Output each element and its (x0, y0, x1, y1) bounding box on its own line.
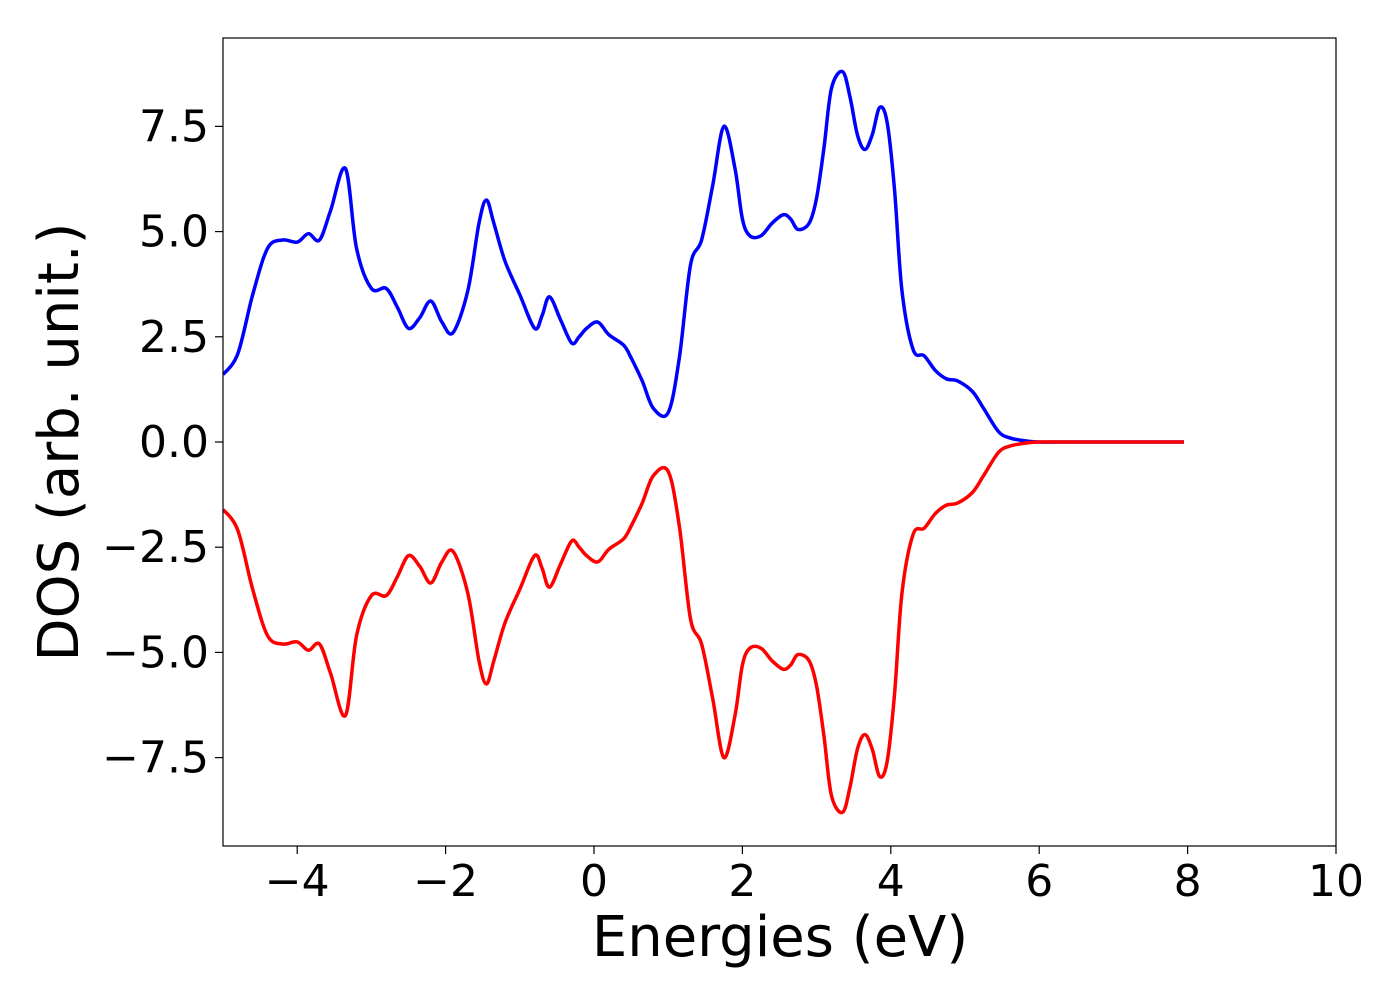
plot-area (222, 37, 1337, 847)
y-tick-label: −2.5 (102, 522, 209, 573)
y-tick-label: −7.5 (102, 733, 209, 784)
series-line-1 (223, 69, 1184, 444)
x-tick-label: −4 (265, 856, 330, 907)
x-tick-label: 8 (1174, 856, 1202, 907)
y-tick-label: −5.0 (102, 627, 209, 678)
series-line-2 (223, 440, 1184, 815)
x-tick-label: 4 (877, 856, 905, 907)
y-axis-ticks: −7.5 −5.0 −2.5 0.0 2.5 5.0 7.5 (102, 101, 223, 784)
x-tick-label: 2 (728, 856, 756, 907)
x-tick-label: 10 (1308, 856, 1364, 907)
x-tick-label: 0 (580, 856, 608, 907)
y-tick-label: 0.0 (139, 417, 209, 468)
x-axis-label: Energies (eV) (592, 905, 968, 970)
x-tick-label: −2 (413, 856, 478, 907)
y-axis-label: DOS (arb. unit.) (27, 222, 92, 661)
x-tick-label: 6 (1025, 856, 1053, 907)
y-tick-label: 5.0 (139, 207, 209, 258)
y-tick-label: 7.5 (139, 101, 209, 152)
y-tick-label: 2.5 (139, 312, 209, 363)
x-axis-ticks: −4 −2 0 2 4 6 8 10 (265, 846, 1364, 907)
